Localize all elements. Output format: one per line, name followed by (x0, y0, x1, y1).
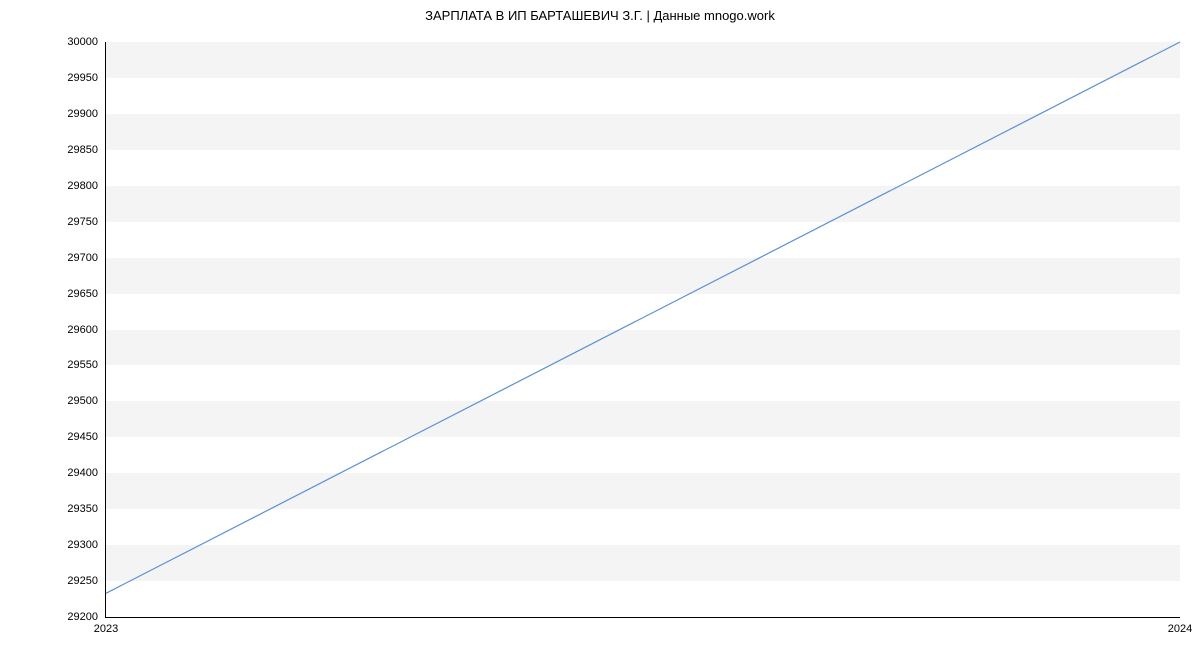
y-tick-label: 29750 (67, 216, 106, 228)
y-tick-label: 29450 (67, 431, 106, 443)
y-tick-label: 29250 (67, 575, 106, 587)
y-tick-label: 29500 (67, 395, 106, 407)
plot-area: 2920029250293002935029400294502950029550… (105, 42, 1180, 618)
series-salary (106, 42, 1180, 593)
y-tick-label: 29850 (67, 144, 106, 156)
y-tick-label: 29800 (67, 180, 106, 192)
y-tick-label: 29950 (67, 72, 106, 84)
salary-chart: ЗАРПЛАТА В ИП БАРТАШЕВИЧ З.Г. | Данные m… (0, 0, 1200, 650)
y-tick-label: 30000 (67, 36, 106, 48)
chart-title: ЗАРПЛАТА В ИП БАРТАШЕВИЧ З.Г. | Данные m… (0, 8, 1200, 23)
y-tick-label: 29350 (67, 503, 106, 515)
y-tick-label: 29600 (67, 324, 106, 336)
y-tick-label: 29300 (67, 539, 106, 551)
x-tick-label: 2023 (94, 617, 118, 635)
y-tick-label: 29700 (67, 252, 106, 264)
y-tick-label: 29650 (67, 288, 106, 300)
line-layer (106, 42, 1180, 617)
y-tick-label: 29900 (67, 108, 106, 120)
y-tick-label: 29550 (67, 359, 106, 371)
x-tick-label: 2024 (1168, 617, 1192, 635)
y-tick-label: 29400 (67, 467, 106, 479)
